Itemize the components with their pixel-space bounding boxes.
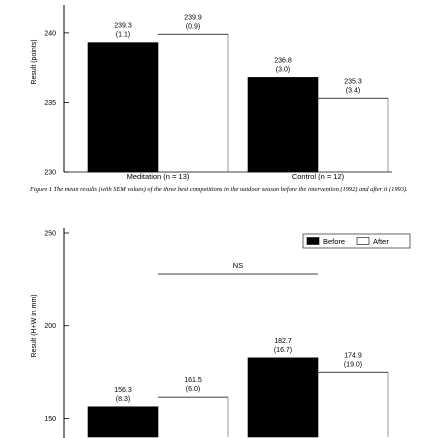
sem-label: (16.7) xyxy=(274,347,292,354)
legend-swatch-after xyxy=(356,237,370,245)
legend-label-after: After xyxy=(373,237,389,246)
y-tick-label: 250 xyxy=(44,231,56,238)
bar xyxy=(247,77,319,173)
bar xyxy=(87,406,159,438)
data-label: 239.3 xyxy=(114,23,132,30)
y-tick-label: 235 xyxy=(44,100,56,107)
sem-label: (19.0) xyxy=(344,361,362,368)
sem-label: (6.0) xyxy=(186,386,200,393)
sem-label: (8.3) xyxy=(116,396,130,403)
chart-2: 150 200 250 156.3 (8.3) 161.5 (6.0) 182.7 (16.7… xyxy=(31,228,411,438)
sem-label: (3.0) xyxy=(276,66,290,73)
legend-swatch-before xyxy=(306,237,320,245)
bar xyxy=(247,357,319,438)
legend-label-before: Before xyxy=(323,237,345,246)
legend: Before After xyxy=(302,233,411,249)
data-label: 235.3 xyxy=(344,78,362,85)
bar xyxy=(87,42,159,173)
sem-label: (3.4) xyxy=(346,87,360,94)
y-tick-label: 230 xyxy=(44,170,56,177)
data-label: 174.9 xyxy=(344,352,362,359)
data-label: 239.9 xyxy=(184,14,202,21)
y-tick-label: 240 xyxy=(44,30,56,37)
chart-2-y-axis-label: Result (H+W in mm) xyxy=(31,294,38,357)
chart-1-category-label: Control (n = 12) xyxy=(292,172,345,181)
data-label: 182.7 xyxy=(274,338,292,345)
chart-1: 230 235 240 239.3 (1.1) 239.9 (0.9) 236.8 (3.0)… xyxy=(31,5,392,181)
figure-caption: Figure 1 The mean results (with SEM valu… xyxy=(30,186,408,193)
chart-1-y-axis-label: Result (points) xyxy=(31,39,38,84)
data-label: 236.8 xyxy=(274,57,292,64)
data-label: 156.3 xyxy=(114,387,132,394)
sem-label: (1.1) xyxy=(116,32,130,39)
sem-label: (0.9) xyxy=(186,23,200,30)
chart-1-category-label: Meditation (n = 13) xyxy=(127,172,190,181)
data-label: 161.5 xyxy=(184,377,202,384)
y-tick-label: 200 xyxy=(44,323,56,330)
ns-annotation: NS xyxy=(233,261,243,270)
legend-box xyxy=(302,233,411,249)
y-tick-label: 150 xyxy=(44,416,56,423)
